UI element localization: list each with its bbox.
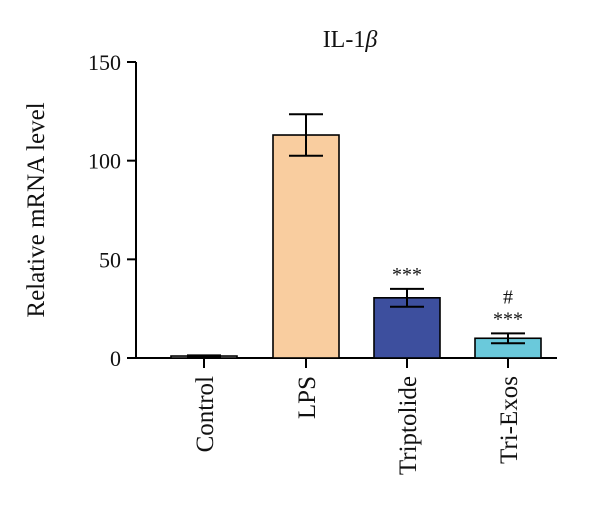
y-tick-label: 100 <box>88 149 121 174</box>
significance-marker: *** <box>493 308 523 330</box>
y-tick-label: 50 <box>99 247 121 272</box>
x-tick-label: LPS <box>294 376 321 419</box>
significance-marker: *** <box>392 264 422 286</box>
y-axis-title: Relative mRNA level <box>23 102 50 317</box>
chart-title: IL-1β <box>323 27 378 53</box>
y-tick-label: 150 <box>88 50 121 75</box>
x-tick-label: Control <box>192 376 219 452</box>
y-tick-label: 0 <box>110 346 121 371</box>
x-tick-label: Tri-Exos <box>496 376 523 464</box>
bar-lps <box>272 134 340 359</box>
significance-marker: # <box>503 286 513 308</box>
x-tick-label: Triptolide <box>395 376 422 475</box>
